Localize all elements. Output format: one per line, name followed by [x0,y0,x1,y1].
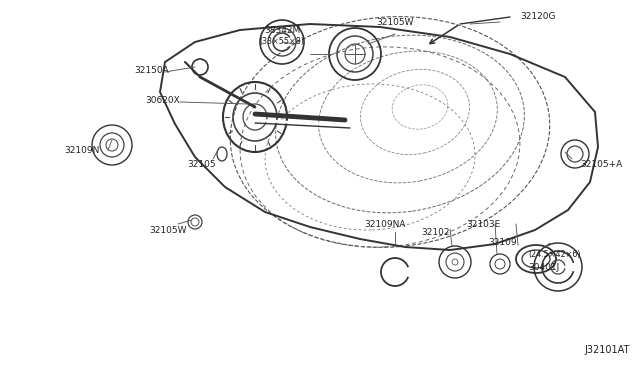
Text: 32109N: 32109N [64,145,100,154]
Text: 38342M: 38342M [264,26,300,35]
Text: (33×55×8): (33×55×8) [260,36,305,45]
Text: J32101AT: J32101AT [584,345,630,355]
Text: 32109: 32109 [489,237,517,247]
Text: 32150A: 32150A [134,65,170,74]
Text: (24.5×42×6): (24.5×42×6) [529,250,581,259]
Text: 32103E: 32103E [466,219,500,228]
Text: 32105+A: 32105+A [580,160,622,169]
Text: 32109NA: 32109NA [364,219,406,228]
Text: 30401J: 30401J [529,263,559,272]
Text: 32105: 32105 [188,160,216,169]
Text: 30620X: 30620X [146,96,180,105]
Text: 32102: 32102 [422,228,451,237]
Text: 32120G: 32120G [520,12,556,20]
Text: 32105W: 32105W [376,17,413,26]
Text: 32105W: 32105W [149,225,187,234]
